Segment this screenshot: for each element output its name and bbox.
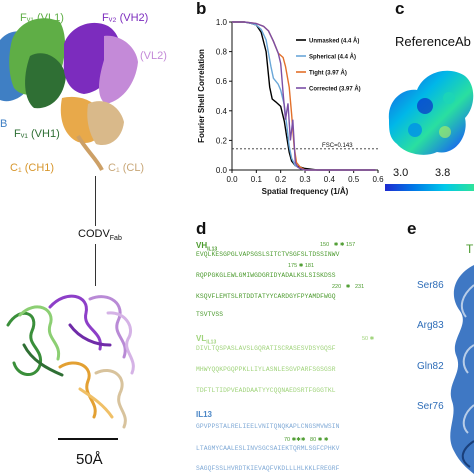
- panel-e-title-fragment: T: [466, 242, 474, 256]
- legend-label: Unmasked (4.4 Å): [309, 38, 359, 45]
- fsc-chart: 0.0 0.1 0.2 0.3 0.4 0.5 0.6 0.0 0.2 0.4 0.6 0.8 1.0 S…: [197, 18, 384, 196]
- vh-marks-1: 150 ✱ ✱ 157: [320, 242, 356, 248]
- vh-seq-line-3: KSQVFLEMTSLRTDDTATYYCARDGYFPYAMDFWGQ: [196, 293, 336, 300]
- connector-line-bottom: [95, 244, 96, 286]
- local-resolution-map: [388, 70, 474, 155]
- y-tick-label: 0.0: [216, 166, 228, 175]
- panel-c-title: ReferenceAb: [395, 34, 471, 49]
- vh-heading-text: VH: [196, 241, 208, 250]
- y-tick-label: 0.2: [216, 136, 228, 145]
- scale-bar-label: 50Å: [76, 451, 103, 468]
- il13-seq-line-3: SAGQFSSLHVRDTKIEVAQFVKDLLLHLKKLFREGRF: [196, 465, 340, 472]
- il13-seq-line-1: GPVPPSTALRELIEELVNITQNQKAPLCNGSMVWSIN: [196, 423, 340, 430]
- vh-seq-line-2: RQPPGKGLEWLGMIWGDGRIDYADALKSLSISKDSS: [196, 272, 336, 279]
- vl-heading-text: VL: [196, 334, 207, 343]
- connector-line-top: [95, 176, 96, 226]
- vl-heading: VLIL13: [196, 334, 216, 346]
- vh-seq-line-4: TSVTVSS: [196, 311, 224, 318]
- residue-ser76: Ser76: [417, 401, 444, 412]
- x-tick-label: 0.4: [324, 175, 336, 184]
- vh-seq-line-1: EVQLKESGPGLVAPSGSLSITCTVSGFSLTDSSINWV: [196, 251, 340, 258]
- vl-seq-line-2: MHWYQQKPGQPPKLLIYLASNLESGVPARFSGSGSR: [196, 366, 336, 373]
- interface-ribbon: [450, 265, 474, 474]
- il13-marks: 70 ✱✱✱ 80 ✱ ✱: [284, 437, 329, 443]
- il13-heading: IL13: [196, 410, 213, 419]
- residue-arg83: Arg83: [417, 320, 444, 331]
- codv-subscript: Fab: [109, 235, 122, 243]
- panel-e-label: e: [407, 219, 417, 238]
- resolution-colorbar: [385, 184, 474, 191]
- vh-marks-3: 220 ✱ 231: [332, 284, 365, 290]
- x-tick-label: 0.5: [348, 175, 360, 184]
- codv-fab-label: CODVFab: [78, 228, 122, 242]
- label-c1-cl: C₁ (CL): [108, 162, 145, 174]
- label-fv1-vl1: Fᵥ₁ (VL1): [20, 12, 64, 24]
- y-tick-label: 0.4: [216, 107, 228, 116]
- residue-gln82: Gln82: [417, 361, 444, 372]
- label-c1-ch1: C₁ (CH1): [10, 162, 55, 174]
- x-tick-label: 0.1: [251, 175, 263, 184]
- vl-seq-line-3: TDFTLTIDPVEADDAATYYCQQNAEDSRTFGGGTKL: [196, 387, 336, 394]
- fsc-series-line: [232, 21, 376, 171]
- x-tick-label: 0.3: [299, 175, 311, 184]
- x-tick-label: 0.0: [226, 175, 238, 184]
- legend-label: Tight (3.97 Å): [309, 70, 347, 77]
- panel-d: d VHIL13 150 ✱ ✱ 157 EVQLKESGPGLVAPSGSLS…: [192, 215, 397, 474]
- ribbon-model: [6, 294, 135, 429]
- x-axis-label: Spatial frequency (1/Å): [262, 187, 349, 196]
- panel-c-label: c: [395, 0, 405, 18]
- fsc-threshold-label: FSC=0.143: [322, 143, 353, 149]
- legend-label: Spherical (4.4 Å): [309, 54, 356, 61]
- y-tick-label: 1.0: [216, 18, 228, 27]
- y-axis-label: Fourier Shell Correlation: [197, 49, 206, 143]
- label-fv2-vh2: Fᵥ₂ (VH2): [102, 12, 149, 24]
- label-vl2: (VL2): [140, 50, 167, 62]
- label-edge-b: B: [0, 118, 8, 130]
- panel-e: e T Ser86 Arg83 Gln82 Ser76: [400, 215, 474, 474]
- il13-seq-line-2: LTAGMYCAALESLINVSGCSAIEKTQRMLSGFCPHKV: [196, 445, 340, 452]
- y-tick-label: 0.6: [216, 77, 228, 86]
- vh-heading: VHIL13: [196, 241, 217, 253]
- label-fv1-vh1: Fᵥ₁ (VH1): [14, 128, 60, 140]
- panel-b-label: b: [196, 0, 207, 18]
- scale-bar: [58, 438, 118, 440]
- vh-heading-sub: IL13: [207, 246, 218, 253]
- legend-label: Corrected (3.97 Å): [309, 86, 361, 93]
- cryo-em-density-map: [0, 18, 138, 171]
- x-tick-label: 0.6: [372, 175, 384, 184]
- vl-heading-sub: IL13: [206, 339, 217, 346]
- panel-a: Fᵥ₂ (VH2) Fᵥ₁ (VL1) (VL2) B Fᵥ₁ (VH1) C₁…: [0, 0, 190, 474]
- scale-tick-1: 3.0: [393, 167, 409, 179]
- scale-tick-2: 3.8: [435, 167, 451, 179]
- codv-label: CODV: [78, 228, 110, 240]
- vl-seq-line-1: DIVLTQSPASLAVSLGQRATISCRASESVDSYGQSF: [196, 345, 336, 352]
- x-tick-label: 0.2: [275, 175, 287, 184]
- panel-d-label: d: [196, 219, 207, 238]
- panel-b: b 0.0 0.1 0.2 0.3 0.4 0.5 0.6 0.0 0.2 0.4 0.6 0.8 1.…: [192, 0, 388, 200]
- vh-marks-2: 175 ✱ 181: [288, 263, 315, 269]
- residue-ser86: Ser86: [417, 280, 444, 291]
- panel-c: c ReferenceAb 3.0 3.8: [385, 0, 474, 215]
- vl-marks-1: 50 ✱: [362, 336, 375, 342]
- y-tick-label: 0.8: [216, 48, 228, 57]
